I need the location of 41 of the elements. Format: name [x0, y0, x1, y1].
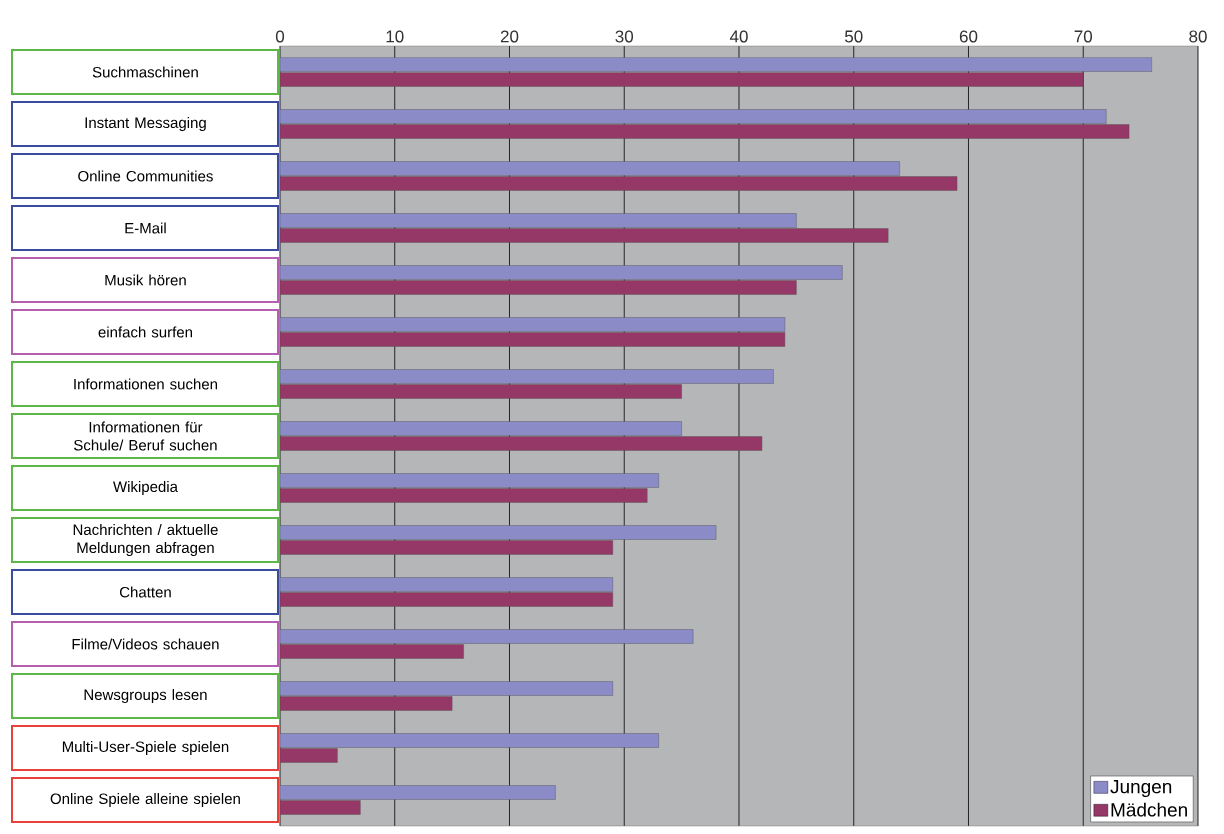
- y-tick-label: Nachrichten / aktuelle Meldungen abfragen: [73, 524, 218, 556]
- bar: [280, 592, 613, 607]
- bar: [280, 384, 682, 399]
- legend-label: Mädchen: [1111, 802, 1187, 817]
- y-tick-label: Online Spiele alleine spielen: [50, 793, 240, 807]
- bar: [280, 696, 453, 711]
- bar: [280, 280, 797, 295]
- x-tick-label: 60: [959, 30, 978, 43]
- y-tick-label: Musik hören: [105, 274, 186, 286]
- x-tick-label: 0: [275, 30, 285, 43]
- bar: [280, 72, 1084, 87]
- y-tick-label: Instant Messaging: [85, 117, 206, 131]
- bar: [280, 748, 338, 763]
- y-tick-label: Newsgroups lesen: [84, 689, 207, 703]
- bar: [280, 176, 958, 191]
- y-tick-label: Wikipedia: [113, 481, 178, 495]
- x-tick-label: 70: [1074, 30, 1093, 43]
- y-tick-label: E-Mail: [125, 222, 166, 234]
- bar: [280, 644, 464, 659]
- bar: [280, 436, 763, 451]
- x-tick-label: 30: [615, 30, 634, 43]
- y-tick-label: einfach surfen: [98, 326, 193, 338]
- y-tick-label: Chatten: [119, 586, 171, 598]
- bar: [280, 800, 361, 815]
- y-tick-label: Multi-User-Spiele spielen: [62, 741, 229, 755]
- y-tick-label: Filme/Videos schauen: [72, 638, 219, 650]
- bar: [280, 228, 889, 243]
- bar: [280, 332, 786, 347]
- y-tick-label: Informationen für Schule/ Beruf suchen: [74, 421, 217, 451]
- x-tick-label: 80: [1189, 30, 1207, 43]
- x-tick-label: 40: [729, 30, 748, 43]
- x-tick-label: 50: [844, 30, 863, 43]
- y-tick-label: Online Communities: [78, 170, 213, 182]
- x-tick-label: 20: [500, 30, 519, 43]
- x-tick-label: 10: [386, 30, 404, 43]
- legend-label: Jungen: [1110, 780, 1172, 798]
- y-tick-label: Suchmaschinen: [92, 66, 198, 78]
- y-tick-label: Informationen suchen: [74, 378, 218, 390]
- bar: [280, 124, 1130, 139]
- bar: [280, 488, 648, 503]
- bar: [280, 540, 613, 555]
